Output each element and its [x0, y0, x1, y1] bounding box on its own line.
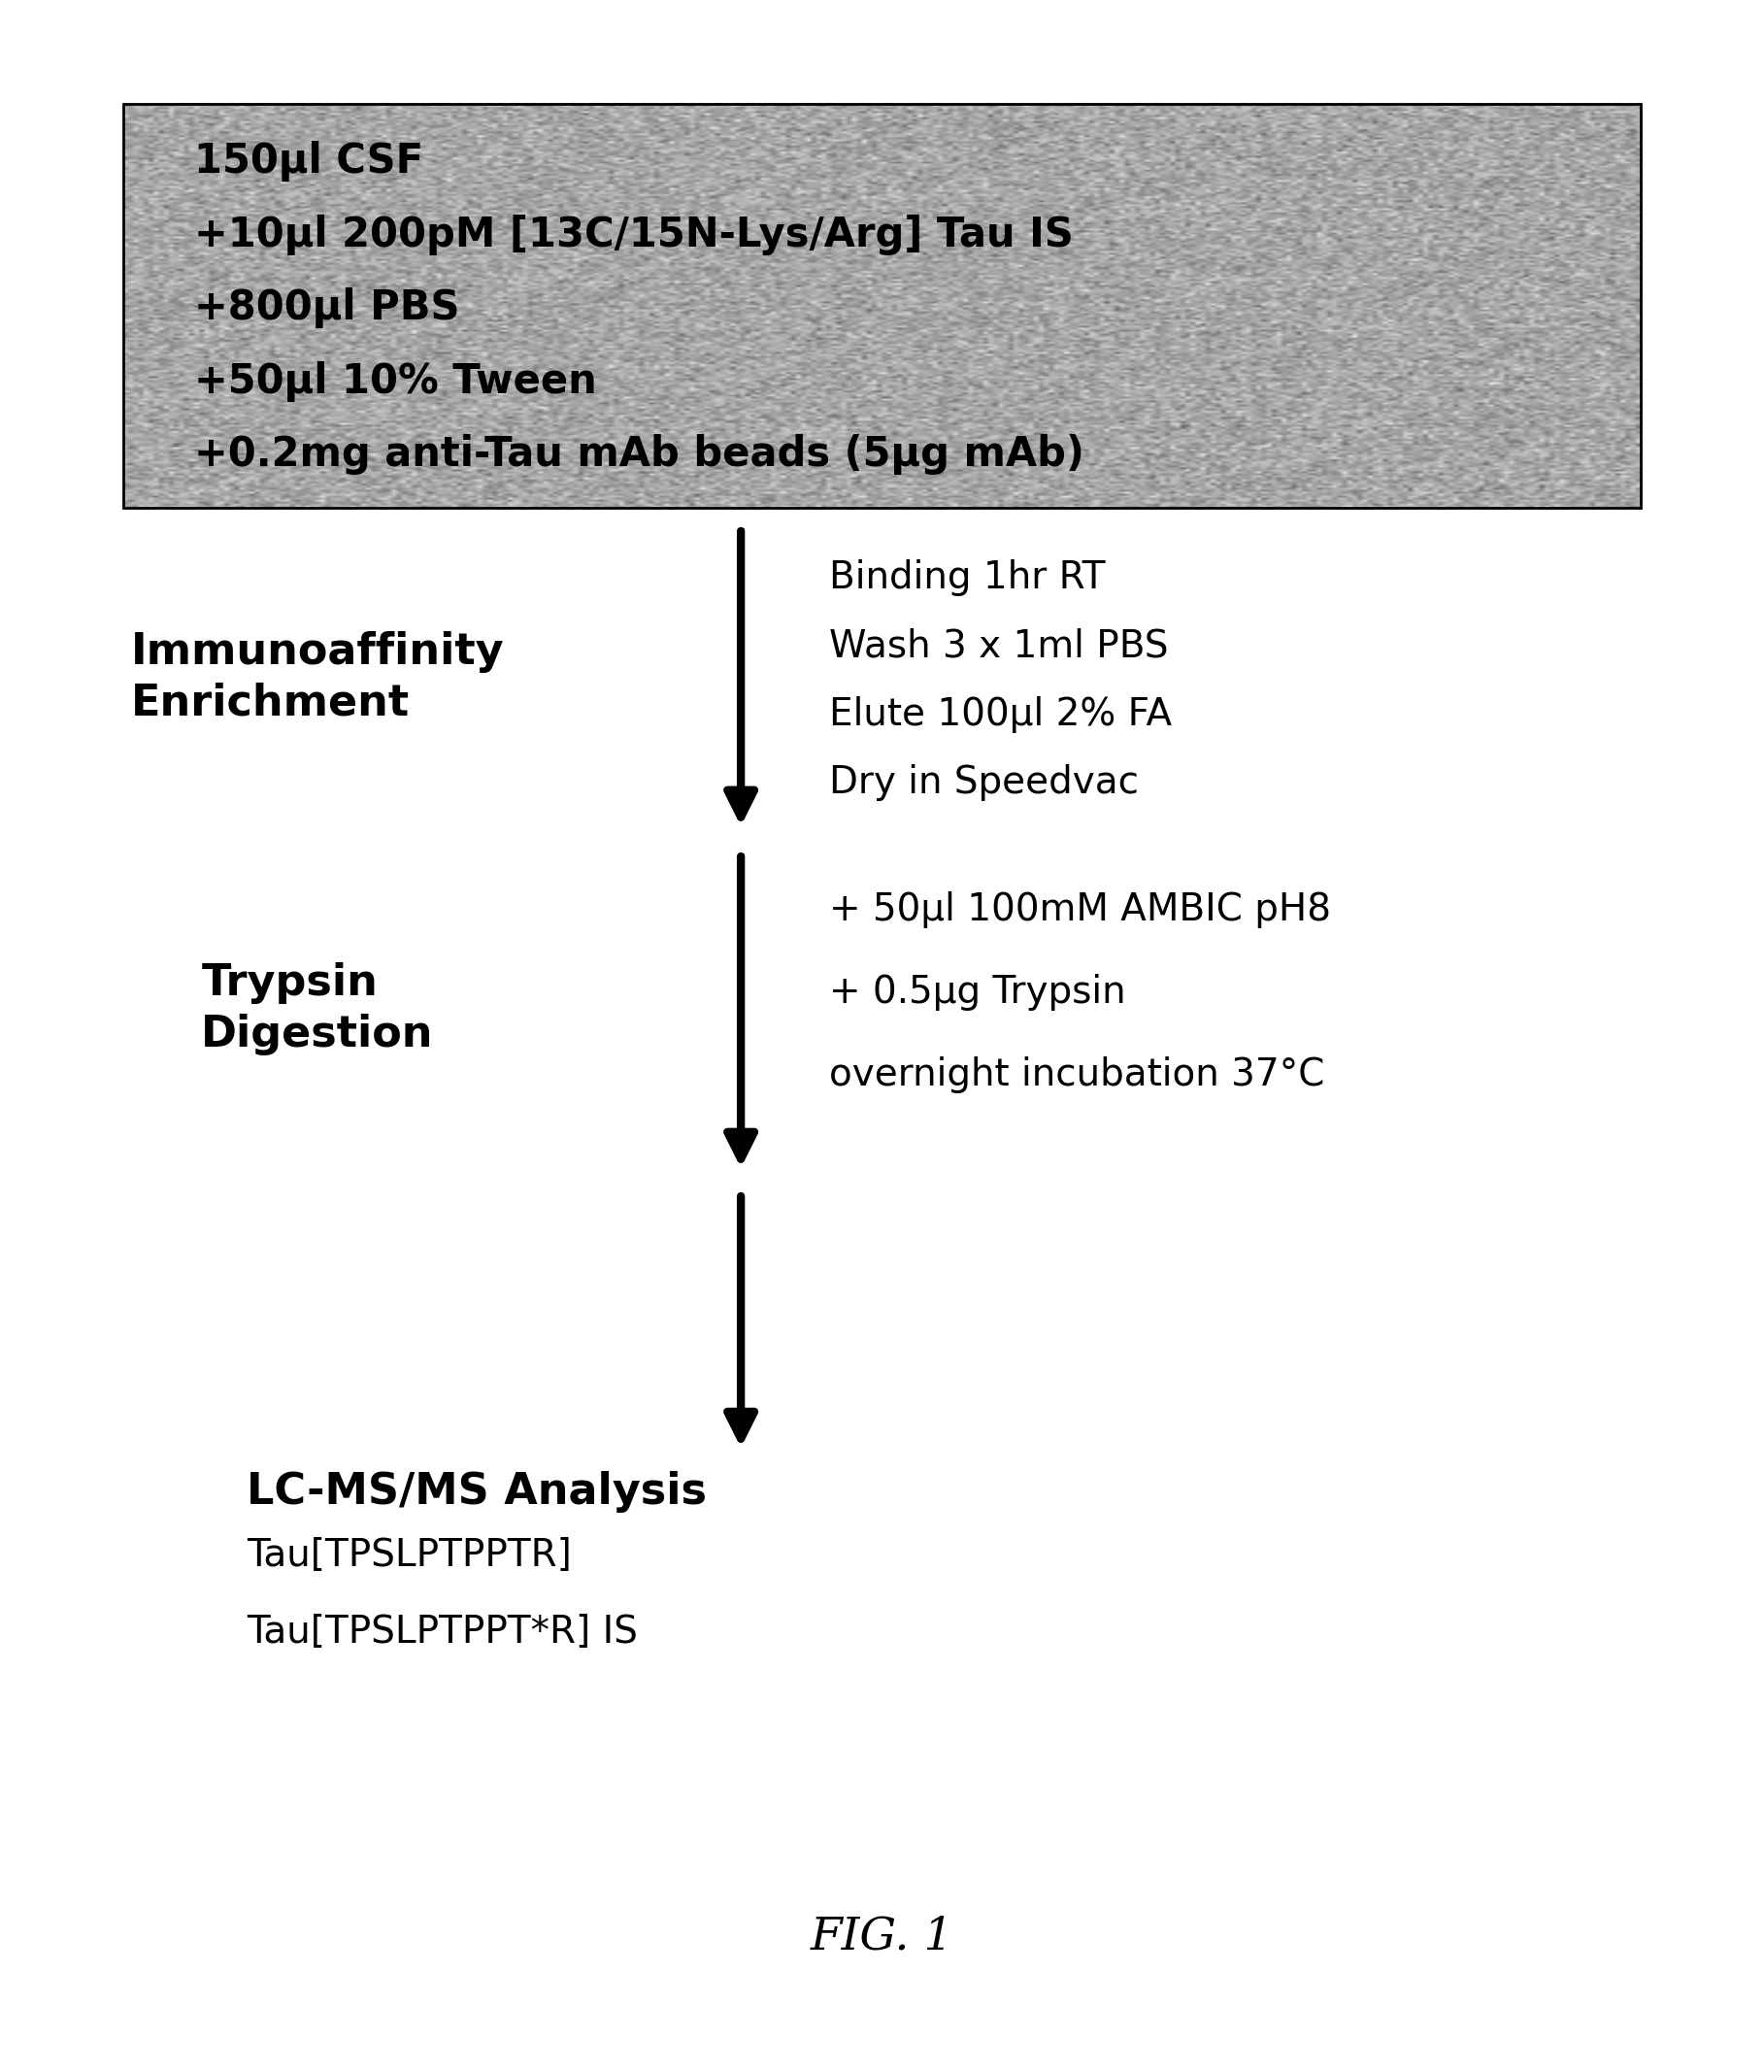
Text: 150μl CSF: 150μl CSF	[194, 141, 423, 182]
Text: Binding 1hr RT: Binding 1hr RT	[829, 559, 1106, 597]
Text: +0.2mg anti-Tau mAb beads (5μg mAb): +0.2mg anti-Tau mAb beads (5μg mAb)	[194, 435, 1085, 474]
Text: FIG. 1: FIG. 1	[810, 1915, 954, 1960]
Text: Immunoaffinity
Enrichment: Immunoaffinity Enrichment	[131, 630, 505, 725]
Text: Dry in Speedvac: Dry in Speedvac	[829, 765, 1140, 802]
Text: Wash 3 x 1ml PBS: Wash 3 x 1ml PBS	[829, 628, 1168, 665]
Text: +50μl 10% Tween: +50μl 10% Tween	[194, 361, 596, 402]
Text: Tau[TPSLPTPPT*R] IS: Tau[TPSLPTPPT*R] IS	[247, 1614, 639, 1651]
Text: Tau[TPSLPTPPTR]: Tau[TPSLPTPPTR]	[247, 1537, 572, 1575]
Text: +10μl 200pM [13C/15N-Lys/Arg] Tau IS: +10μl 200pM [13C/15N-Lys/Arg] Tau IS	[194, 213, 1073, 255]
Text: LC-MS/MS Analysis: LC-MS/MS Analysis	[247, 1471, 707, 1513]
Text: Elute 100μl 2% FA: Elute 100μl 2% FA	[829, 696, 1171, 733]
Text: Trypsin
Digestion: Trypsin Digestion	[201, 961, 434, 1057]
Text: + 0.5μg Trypsin: + 0.5μg Trypsin	[829, 974, 1125, 1011]
Text: + 50μl 100mM AMBIC pH8: + 50μl 100mM AMBIC pH8	[829, 891, 1332, 928]
Text: overnight incubation 37°C: overnight incubation 37°C	[829, 1057, 1325, 1094]
Text: +800μl PBS: +800μl PBS	[194, 288, 460, 329]
